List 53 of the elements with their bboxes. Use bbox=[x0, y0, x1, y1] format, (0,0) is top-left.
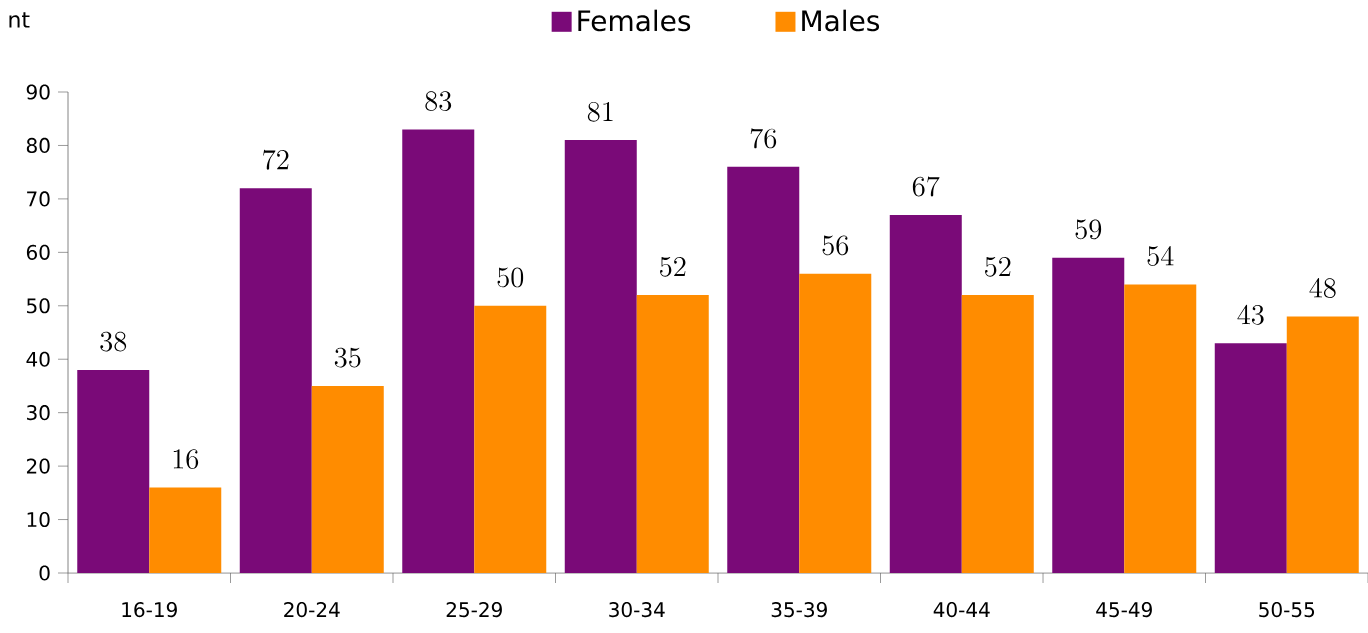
bar bbox=[77, 369, 150, 573]
bar bbox=[961, 295, 1034, 573]
y-tick-label: 30 bbox=[27, 405, 50, 421]
data-label: 38 bbox=[100, 331, 127, 352]
y-axis-title: nt bbox=[9, 12, 30, 28]
bar bbox=[474, 305, 547, 573]
bar bbox=[889, 214, 962, 573]
bar bbox=[1052, 257, 1125, 573]
data-label: 72 bbox=[263, 149, 289, 170]
bar bbox=[1124, 284, 1197, 573]
data-label: 83 bbox=[425, 91, 452, 111]
y-tick-label: 80 bbox=[26, 137, 50, 154]
bar bbox=[1214, 343, 1287, 573]
x-tick-label: 45-49 bbox=[1096, 602, 1152, 618]
y-tick-label: 20 bbox=[26, 458, 50, 474]
bar bbox=[636, 295, 709, 573]
x-tick-label: 20-24 bbox=[284, 602, 340, 618]
y-tick-label: 50 bbox=[27, 298, 50, 314]
bar bbox=[402, 129, 475, 573]
data-label: 52 bbox=[660, 256, 686, 277]
data-label: 76 bbox=[750, 128, 777, 149]
y-tick-label: 0 bbox=[39, 565, 50, 581]
data-label: 48 bbox=[1309, 277, 1336, 298]
y-tick-label: 90 bbox=[26, 84, 50, 100]
data-label: 81 bbox=[587, 101, 613, 122]
data-label: 52 bbox=[985, 256, 1011, 277]
x-tick-label: 16-19 bbox=[122, 602, 177, 618]
x-tick-label: 30-34 bbox=[609, 602, 665, 618]
data-label: 16 bbox=[173, 449, 199, 470]
y-tick-label: 10 bbox=[27, 511, 50, 528]
data-label: 54 bbox=[1147, 245, 1174, 266]
x-tick-label: 25-29 bbox=[446, 602, 502, 618]
bar bbox=[311, 385, 384, 573]
x-tick-label: 50-55 bbox=[1259, 602, 1315, 618]
data-label: 35 bbox=[334, 347, 361, 368]
bar bbox=[149, 487, 222, 573]
bar bbox=[1286, 316, 1359, 573]
y-tick-label: 40 bbox=[26, 351, 50, 367]
data-label: 43 bbox=[1237, 304, 1264, 325]
bar bbox=[727, 166, 800, 573]
bar bbox=[799, 273, 872, 573]
data-label: 50 bbox=[497, 267, 524, 288]
data-label: 59 bbox=[1075, 219, 1102, 240]
data-label: 56 bbox=[822, 235, 849, 256]
legend-label: Females bbox=[578, 9, 691, 32]
x-tick-label: 35-39 bbox=[771, 602, 827, 618]
bar bbox=[239, 188, 312, 573]
x-tick-label: 40-44 bbox=[933, 602, 990, 618]
y-tick-label: 60 bbox=[26, 244, 50, 260]
bar bbox=[564, 140, 637, 573]
data-label: 67 bbox=[912, 176, 940, 197]
y-tick-label: 70 bbox=[27, 191, 50, 207]
legend-label: Males bbox=[802, 9, 880, 32]
